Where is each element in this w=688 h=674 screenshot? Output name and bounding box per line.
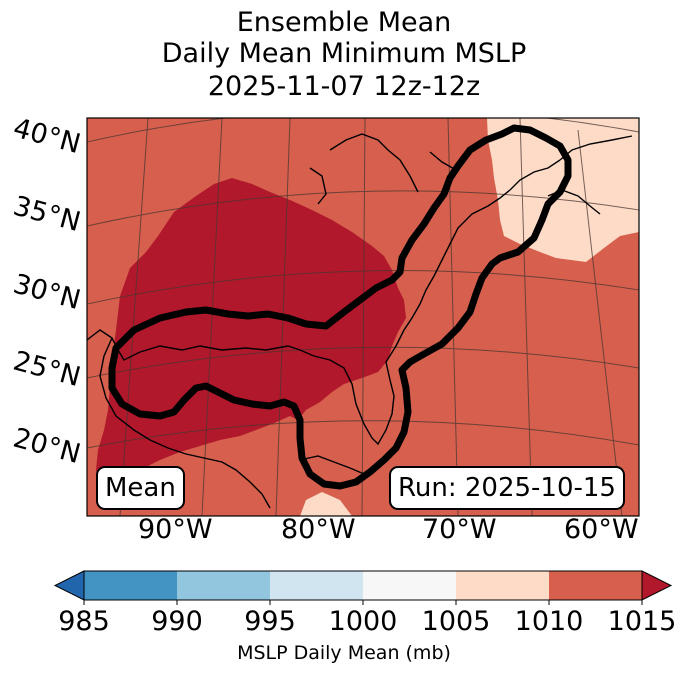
title-line-3: 2025-11-07 12z-12z xyxy=(207,71,481,102)
colorbar-segment xyxy=(270,571,364,600)
colorbar-extend-high xyxy=(641,570,673,601)
lon-label-80w: 80°W xyxy=(281,514,356,545)
colorbar-tick-label: 1015 xyxy=(607,606,677,637)
field-region-1005-1010-south xyxy=(300,492,352,516)
colorbar-segment xyxy=(363,571,457,600)
colorbar-tick-label: 1010 xyxy=(514,606,584,637)
colorbar-extend-low xyxy=(53,570,85,601)
colorbar-tick-label: 995 xyxy=(244,606,296,637)
coastlines xyxy=(87,133,633,509)
lon-label-60w: 60°W xyxy=(564,514,639,545)
title-line-1: Ensemble Mean xyxy=(236,7,452,38)
colorbar-segment xyxy=(177,571,271,600)
map-frame xyxy=(86,117,640,517)
colorbar-tick-label: 985 xyxy=(58,606,110,637)
colorbar-segment xyxy=(84,571,178,600)
lon-label-90w: 90°W xyxy=(138,514,213,545)
colorbar-segment xyxy=(549,571,643,600)
colorbar-tick-label: 1005 xyxy=(421,606,491,637)
contour-outline xyxy=(108,124,572,490)
colorbar-segment xyxy=(456,571,550,600)
lon-label-70w: 70°W xyxy=(422,514,497,545)
mean-label-box: Mean xyxy=(96,466,185,510)
graticule xyxy=(87,118,639,516)
title-line-2: Daily Mean Minimum MSLP xyxy=(161,38,527,69)
colorbar-label: MSLP Daily Mean (mb) xyxy=(237,642,451,664)
run-date-box: Run: 2025-10-15 xyxy=(389,466,625,510)
colorbar-tick-label: 990 xyxy=(151,606,203,637)
colorbar-tick-label: 1000 xyxy=(328,606,398,637)
